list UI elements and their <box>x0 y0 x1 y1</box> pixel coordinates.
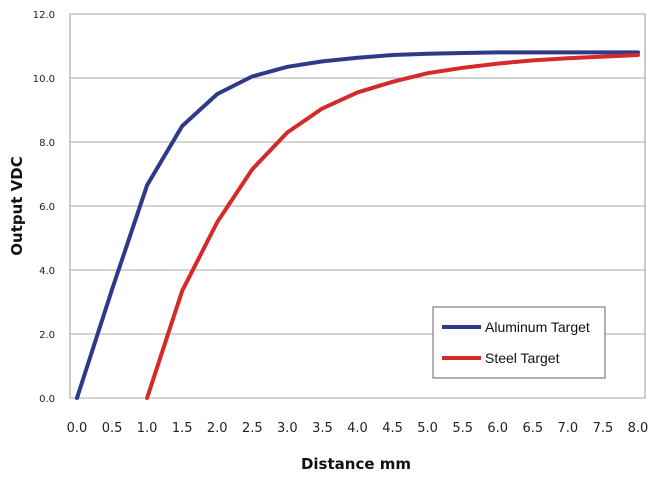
x-tick-label: 8.0 <box>628 421 649 436</box>
x-tick-label: 0.0 <box>67 421 88 436</box>
x-tick-label: 2.0 <box>207 421 228 436</box>
legend: Aluminum Target Steel Target <box>432 306 606 379</box>
y-tick-label: 6.0 <box>39 202 55 213</box>
y-tick-label: 4.0 <box>39 266 55 277</box>
x-tick-label: 2.5 <box>242 421 263 436</box>
x-tick-label: 1.5 <box>172 421 193 436</box>
x-tick-label: 4.5 <box>382 421 403 436</box>
series-line-0 <box>75 50 640 400</box>
y-tick-label: 8.0 <box>39 138 55 149</box>
legend-label-steel: Steel Target <box>485 350 560 366</box>
series-lines <box>75 50 640 400</box>
x-tick-label: 4.0 <box>347 421 368 436</box>
y-tick-label: 12.0 <box>33 10 55 21</box>
x-tick-label: 1.0 <box>137 421 158 436</box>
x-tick-label: 5.5 <box>452 421 473 436</box>
y-axis-ticks: 0.0 2.0 4.0 6.0 8.0 10.0 12.0 <box>33 10 55 405</box>
x-tick-label: 7.5 <box>593 421 614 436</box>
y-axis-title: Output VDC <box>8 156 26 255</box>
y-tick-label: 10.0 <box>33 74 55 85</box>
x-tick-label: 0.5 <box>102 421 123 436</box>
x-tick-label: 7.0 <box>558 421 579 436</box>
x-tick-label: 6.0 <box>487 421 508 436</box>
x-axis-ticks: 0.0 0.5 1.0 1.5 2.0 2.5 3.0 3.5 4.0 4.5 5.0 5.5 6.0 6… <box>67 421 649 436</box>
x-tick-label: 5.0 <box>417 421 438 436</box>
y-tick-label: 0.0 <box>39 394 55 405</box>
y-tick-label: 2.0 <box>39 330 55 341</box>
series-line-1 <box>145 53 640 400</box>
x-axis-title: Distance mm <box>301 455 411 473</box>
x-tick-label: 3.5 <box>312 421 333 436</box>
x-tick-label: 3.0 <box>277 421 298 436</box>
legend-label-aluminum: Aluminum Target <box>485 319 590 335</box>
x-tick-label: 6.5 <box>522 421 543 436</box>
legend-box <box>432 306 606 379</box>
